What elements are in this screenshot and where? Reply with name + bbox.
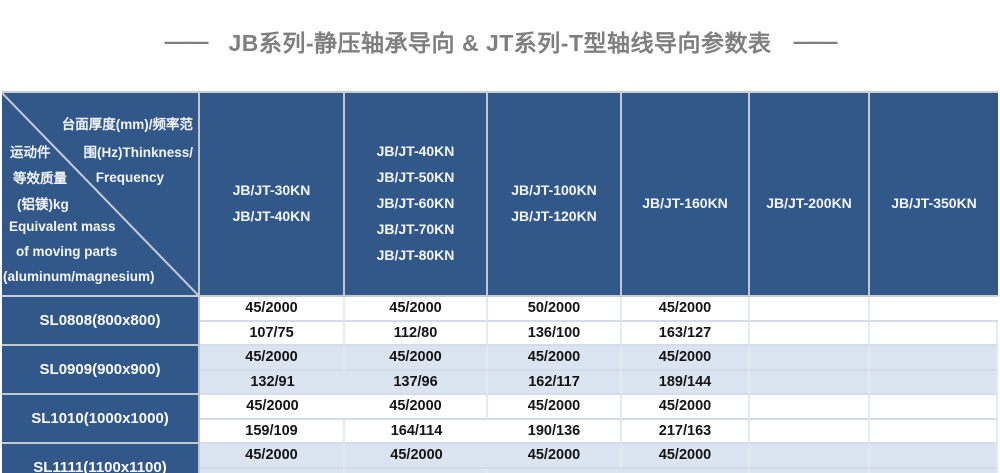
column-header-1: JB/JT-30KN JB/JT-40KN [200,93,345,295]
value-cell: 136/100 [488,321,622,346]
corner-label: 围(Hz)Thinkness/ [83,145,193,160]
value-cell [750,419,870,444]
value-cell [870,419,998,444]
value-cell: 217/163 [622,419,750,444]
value-cell: 190/136 [488,419,622,444]
value-cell: 45/2000 [345,395,488,420]
value-cell: 163/127 [622,321,750,346]
corner-label: 台面厚度(mm)/频率范 [61,117,193,132]
value-cell: 45/2000 [622,297,750,322]
value-cell [488,468,622,473]
value-cell: 45/2000 [345,346,488,371]
value-cell: 50/2000 [488,297,622,322]
corner-header-cell: 台面厚度(mm)/频率范 运动件 围(Hz)Thinkness/ 等效质量 Fr… [2,93,200,295]
column-header-5: JB/JT-200KN [750,93,870,295]
value-cell: 45/2000 [488,444,622,469]
column-header-line: JB/JT-120KN [511,208,597,224]
value-cell: 45/2000 [345,444,488,469]
value-cell [750,395,870,420]
row-label-1: SL0808(800x800) [2,297,200,346]
column-header-2: JB/JT-40KN JB/JT-50KN JB/JT-60KN JB/JT-70KN… [345,93,488,295]
column-header-3: JB/JT-100KN JB/JT-120KN [488,93,622,295]
value-cell [750,321,870,346]
value-cell: 45/2000 [622,395,750,420]
value-cell [870,395,998,420]
column-header-4: JB/JT-160KN [622,93,750,295]
row-label-3: SL1010(1000x1000) [2,395,200,444]
value-cell: 112/80 [345,321,488,346]
page-title-text: JB系列-静压轴承导向 & JT系列-T型轴线导向参数表 [228,30,772,56]
value-cell: 164/114 [345,419,488,444]
value-cell [750,297,870,322]
value-cell [750,468,870,473]
value-cell [345,468,488,473]
value-cell [750,370,870,395]
value-cell [870,468,998,473]
value-cell [870,370,998,395]
value-cell: 137/96 [345,370,488,395]
value-cell: 45/2000 [622,444,750,469]
parameters-table: 台面厚度(mm)/频率范 运动件 围(Hz)Thinkness/ 等效质量 Fr… [2,91,998,473]
column-header-line: JB/JT-40KN [376,143,455,159]
title-dash-left: —— [164,27,209,54]
row-label-4: SL1111(1100x1100) [2,444,200,473]
value-cell [870,346,998,371]
value-cell: 45/2000 [622,346,750,371]
value-cell [200,468,345,473]
column-header-line: JB/JT-30KN [232,182,311,198]
corner-label: 运动件 [10,145,51,160]
row-label-2: SL0909(900x900) [2,346,200,395]
column-header-line: JB/JT-160KN [642,195,728,211]
column-header-line: JB/JT-350KN [891,195,977,211]
column-header-line: JB/JT-200KN [766,195,852,211]
diagonal-divider-line [2,93,198,295]
value-cell: 45/2000 [200,346,345,371]
corner-label: (aluminum/magnesium) [3,269,155,284]
value-cell: 45/2000 [200,297,345,322]
corner-label: (铝镁)kg [17,197,69,212]
column-header-line: JB/JT-60KN [376,195,455,211]
value-cell [870,321,998,346]
value-cell: 159/109 [200,419,345,444]
value-cell: 189/144 [622,370,750,395]
table-header-row: 台面厚度(mm)/频率范 运动件 围(Hz)Thinkness/ 等效质量 Fr… [2,93,998,295]
value-cell: 162/117 [488,370,622,395]
column-header-line: JB/JT-40KN [232,208,311,224]
column-header-line: JB/JT-70KN [376,221,455,237]
value-cell: 132/91 [200,370,345,395]
value-cell [622,468,750,473]
value-cell: 107/75 [200,321,345,346]
value-cell: 45/2000 [345,297,488,322]
corner-label: of moving parts [16,244,118,259]
value-cell: 45/2000 [488,346,622,371]
value-cell: 45/2000 [488,395,622,420]
table-body: SL0808(800x800) 45/2000 45/2000 50/2000 45/2… [2,295,998,473]
value-cell [750,444,870,469]
value-cell: 45/2000 [200,395,345,420]
corner-label: 等效质量 [13,171,67,186]
value-cell [870,297,998,322]
corner-label: Frequency [95,170,164,185]
column-header-line: JB/JT-100KN [511,182,597,198]
page-title: —— JB系列-静压轴承导向 & JT系列-T型轴线导向参数表 —— [0,24,1000,58]
column-header-line: JB/JT-50KN [376,169,455,185]
title-dash-right: —— [793,27,838,54]
corner-label: Equivalent mass [9,219,116,234]
value-cell [750,346,870,371]
column-header-line: JB/JT-80KN [376,247,455,263]
value-cell: 45/2000 [200,444,345,469]
column-header-6: JB/JT-350KN [870,93,998,295]
value-cell [870,444,998,469]
